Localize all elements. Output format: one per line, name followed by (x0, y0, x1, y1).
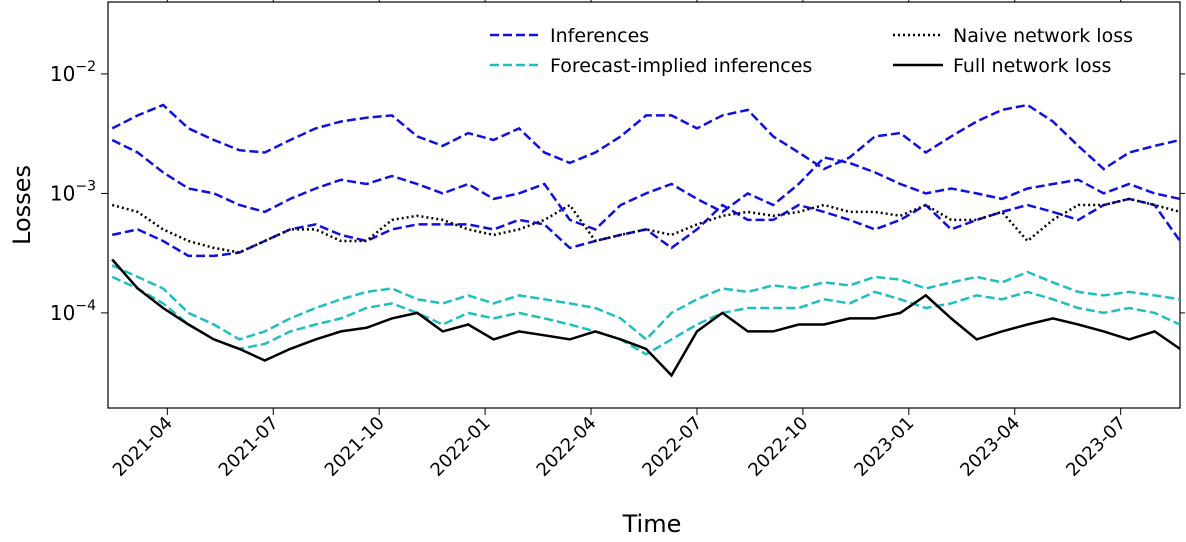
y-tick-base: 10 (50, 301, 75, 325)
x-tick-label: 2021-04 (109, 413, 177, 481)
series-line (111, 258, 1180, 378)
y-tick-base: 10 (50, 62, 75, 86)
x-tick-label: 2022-01 (427, 413, 495, 481)
x-tick-label: 2023-04 (956, 413, 1024, 481)
y-tick-label: 10−4 (50, 298, 96, 325)
x-tick-label: 2021-07 (215, 413, 283, 481)
y-tick-base: 10 (50, 181, 75, 205)
legend-label: Inferences (550, 25, 649, 47)
series-line (111, 197, 1180, 258)
y-tick-exponent: −4 (75, 298, 96, 314)
y-tick-label: 10−3 (50, 178, 96, 205)
series-line (111, 103, 1180, 171)
y-axis-label: Losses (8, 165, 36, 245)
series-line (111, 138, 1180, 231)
plot-frame (107, 1, 1181, 409)
legend-label: Forecast-implied inferences (550, 55, 812, 77)
x-tick-label: 2021-10 (321, 413, 389, 481)
x-tick-label: 2023-07 (1062, 413, 1130, 481)
x-tick-label: 2022-10 (744, 413, 812, 481)
series-line (111, 264, 1180, 342)
y-tick-exponent: −2 (75, 59, 96, 75)
y-tick-label: 10−2 (50, 59, 96, 86)
legend-label: Naive network loss (953, 25, 1133, 47)
x-axis-label: Time (622, 510, 682, 538)
x-tick-label: 2023-01 (850, 413, 918, 481)
x-tick-label: 2022-04 (533, 413, 601, 481)
x-tick-label: 2022-07 (638, 413, 706, 481)
y-tick-exponent: −3 (75, 178, 96, 194)
legend-label: Full network loss (953, 55, 1111, 77)
series-line (111, 275, 1180, 356)
